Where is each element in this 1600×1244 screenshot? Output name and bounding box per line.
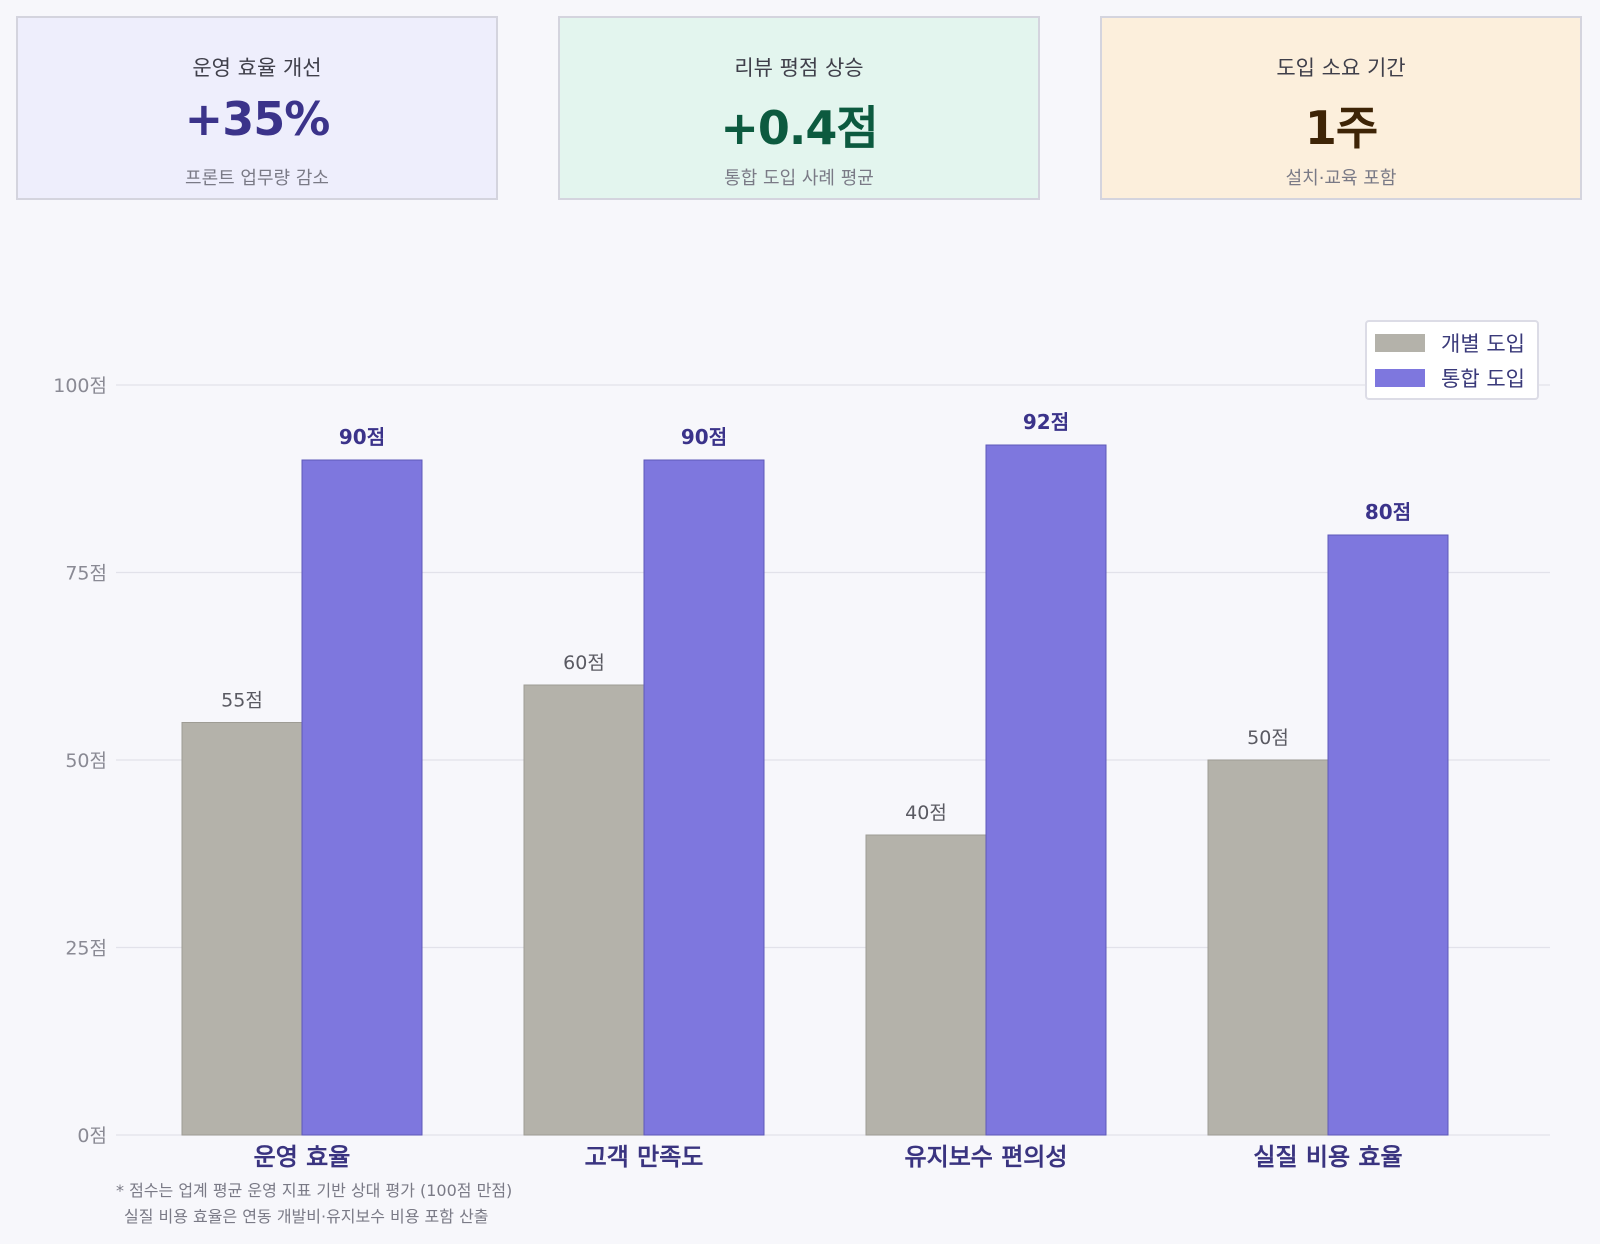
legend-item-integrated: 통합 도입 bbox=[1375, 365, 1525, 391]
chart-footnote: * 점수는 업계 평균 운영 지표 기반 상대 평가 (100점 만점) 실질 … bbox=[116, 1178, 512, 1230]
data-label: 60점 bbox=[563, 652, 605, 674]
bar bbox=[1207, 759, 1329, 1136]
y-tick-label: 0점 bbox=[77, 1125, 107, 1147]
chart-legend: 개별 도입 통합 도입 bbox=[1365, 320, 1539, 400]
y-tick-label: 100점 bbox=[53, 375, 107, 397]
kpi-subtext: 통합 도입 사례 평균 bbox=[724, 168, 874, 189]
kpi-value: +35% bbox=[184, 92, 331, 146]
kpi-card-efficiency: 운영 효율 개선 +35% 프론트 업무량 감소 bbox=[16, 16, 498, 200]
bar bbox=[985, 444, 1107, 1136]
data-label: 90점 bbox=[681, 425, 727, 449]
legend-swatch bbox=[1375, 369, 1425, 387]
bar bbox=[523, 684, 645, 1136]
data-label: 50점 bbox=[1247, 727, 1289, 749]
data-label: 90점 bbox=[339, 425, 385, 449]
kpi-subtext: 설치·교육 포함 bbox=[1285, 168, 1397, 189]
kpi-card-rating: 리뷰 평점 상승 +0.4점 통합 도입 사례 평균 bbox=[558, 16, 1040, 200]
data-label: 92점 bbox=[1023, 410, 1069, 434]
kpi-label: 리뷰 평점 상승 bbox=[734, 56, 864, 80]
bar bbox=[643, 459, 765, 1136]
x-tick-label: 운영 효율 bbox=[254, 1143, 351, 1171]
legend-label: 개별 도입 bbox=[1441, 332, 1525, 356]
data-label: 40점 bbox=[905, 802, 947, 824]
kpi-subtext: 프론트 업무량 감소 bbox=[185, 168, 329, 189]
footnote-line-2: 실질 비용 효율은 연동 개발비·유지보수 비용 포함 산출 bbox=[124, 1207, 489, 1226]
footnote-line-1: * 점수는 업계 평균 운영 지표 기반 상대 평가 (100점 만점) bbox=[116, 1181, 513, 1200]
legend-item-individual: 개별 도입 bbox=[1375, 330, 1525, 356]
bar bbox=[1327, 534, 1449, 1136]
kpi-cards: 운영 효율 개선 +35% 프론트 업무량 감소 리뷰 평점 상승 +0.4점 … bbox=[16, 16, 1584, 204]
data-label: 55점 bbox=[221, 690, 263, 712]
kpi-value: +0.4점 bbox=[720, 101, 878, 155]
bar bbox=[865, 834, 987, 1136]
x-tick-label: 유지보수 편의성 bbox=[905, 1143, 1068, 1171]
kpi-label: 도입 소요 기간 bbox=[1276, 56, 1406, 80]
legend-label: 통합 도입 bbox=[1441, 367, 1525, 391]
y-tick-label: 25점 bbox=[65, 938, 107, 960]
kpi-label: 운영 효율 개선 bbox=[192, 56, 322, 80]
bar bbox=[181, 722, 303, 1136]
kpi-card-duration: 도입 소요 기간 1주 설치·교육 포함 bbox=[1100, 16, 1582, 200]
bar bbox=[301, 459, 423, 1136]
kpi-value: 1주 bbox=[1304, 101, 1378, 155]
x-tick-label: 고객 만족도 bbox=[585, 1143, 704, 1171]
data-label: 80점 bbox=[1365, 500, 1411, 524]
y-tick-label: 50점 bbox=[65, 750, 107, 772]
legend-swatch bbox=[1375, 334, 1425, 352]
y-tick-label: 75점 bbox=[65, 563, 107, 585]
x-tick-label: 실질 비용 효율 bbox=[1253, 1143, 1402, 1171]
